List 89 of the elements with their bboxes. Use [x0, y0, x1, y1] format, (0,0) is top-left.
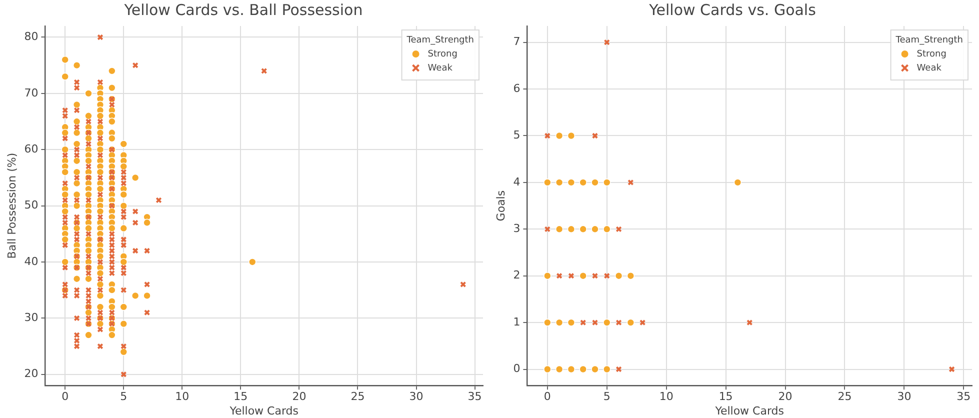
point	[591, 178, 599, 186]
x-axis-title: Yellow Cards	[714, 404, 784, 418]
point	[639, 319, 646, 326]
legend-label: Strong	[428, 49, 458, 60]
x-tick-label: 20	[778, 390, 792, 404]
point	[555, 365, 564, 374]
point	[556, 272, 562, 279]
point	[555, 318, 564, 326]
point	[628, 179, 634, 186]
x-tick-label: 5	[120, 390, 128, 404]
point	[555, 225, 564, 234]
point	[567, 365, 576, 374]
point	[602, 178, 611, 186]
point	[568, 272, 574, 279]
chart-title: Yellow Cards vs. Goals	[648, 0, 816, 19]
point	[579, 365, 587, 374]
point	[626, 272, 635, 280]
x-tick-label: 25	[350, 390, 365, 404]
point	[616, 226, 622, 232]
point	[580, 319, 586, 326]
y-tick-label: 70	[24, 86, 38, 100]
point	[579, 272, 587, 280]
y-tick-label: 40	[24, 254, 38, 268]
point	[544, 178, 552, 186]
x-tick-label: 5	[603, 390, 610, 404]
point	[602, 365, 611, 374]
y-tick-label: 80	[24, 30, 38, 44]
point	[734, 178, 742, 186]
point	[544, 132, 551, 139]
y-axis-title: Goals	[494, 190, 508, 222]
point	[579, 225, 587, 234]
y-axis-title: Ball Possession (%)	[5, 152, 18, 259]
x-tick-label: 30	[409, 390, 424, 404]
point	[746, 319, 753, 326]
x-tick-label: 30	[897, 390, 912, 404]
chart-title: Yellow Cards vs. Ball Possession	[123, 0, 363, 19]
point	[614, 272, 623, 280]
x-tick-label: 10	[659, 390, 674, 404]
point	[544, 318, 552, 326]
y-tick-label: 4	[513, 175, 520, 188]
point	[555, 132, 564, 140]
x-tick-label: 20	[292, 390, 306, 404]
point	[592, 319, 598, 326]
point	[592, 132, 598, 139]
point	[579, 178, 587, 186]
point	[616, 319, 622, 326]
x-tick-label: 15	[718, 390, 733, 404]
legend-label: Weak	[916, 63, 942, 74]
y-tick-label: 2	[513, 268, 520, 282]
point	[626, 318, 635, 326]
point	[602, 225, 611, 234]
x-tick-label: 25	[838, 390, 852, 404]
x-tick-label: 10	[175, 390, 190, 404]
y-tick-label: 50	[24, 198, 38, 212]
x-tick-label: 15	[234, 390, 248, 404]
legend-title: Team_Strength	[406, 35, 474, 46]
x-tick-label: 35	[468, 390, 482, 404]
y-tick-label: 5	[513, 128, 520, 142]
point	[592, 272, 598, 279]
y-tick-label: 30	[24, 311, 38, 324]
legend-label: Weak	[428, 63, 454, 74]
point	[567, 225, 576, 234]
point	[602, 318, 611, 326]
point	[591, 225, 599, 234]
x-axis-title: Yellow Cards	[228, 404, 299, 418]
point	[591, 365, 599, 374]
point	[544, 365, 552, 374]
legend-label: Strong	[916, 49, 946, 60]
point	[616, 366, 622, 372]
point	[544, 226, 551, 232]
y-tick-label: 1	[513, 315, 520, 328]
x-tick-label: 35	[956, 390, 971, 404]
y-tick-label: 20	[24, 367, 38, 380]
point	[604, 272, 610, 279]
x-tick-label: 0	[544, 390, 551, 404]
point	[567, 178, 576, 186]
y-tick-label: 7	[513, 35, 520, 48]
y-tick-label: 60	[24, 142, 38, 156]
point	[567, 132, 576, 140]
point	[567, 318, 576, 326]
legend-title: Team_Strength	[894, 35, 963, 46]
point	[544, 272, 552, 280]
y-tick-label: 6	[513, 82, 520, 95]
point	[604, 39, 610, 46]
y-tick-label: 0	[513, 362, 520, 376]
point	[555, 178, 564, 186]
y-tick-label: 3	[513, 222, 520, 236]
x-tick-label: 0	[62, 390, 69, 404]
point	[948, 366, 955, 372]
